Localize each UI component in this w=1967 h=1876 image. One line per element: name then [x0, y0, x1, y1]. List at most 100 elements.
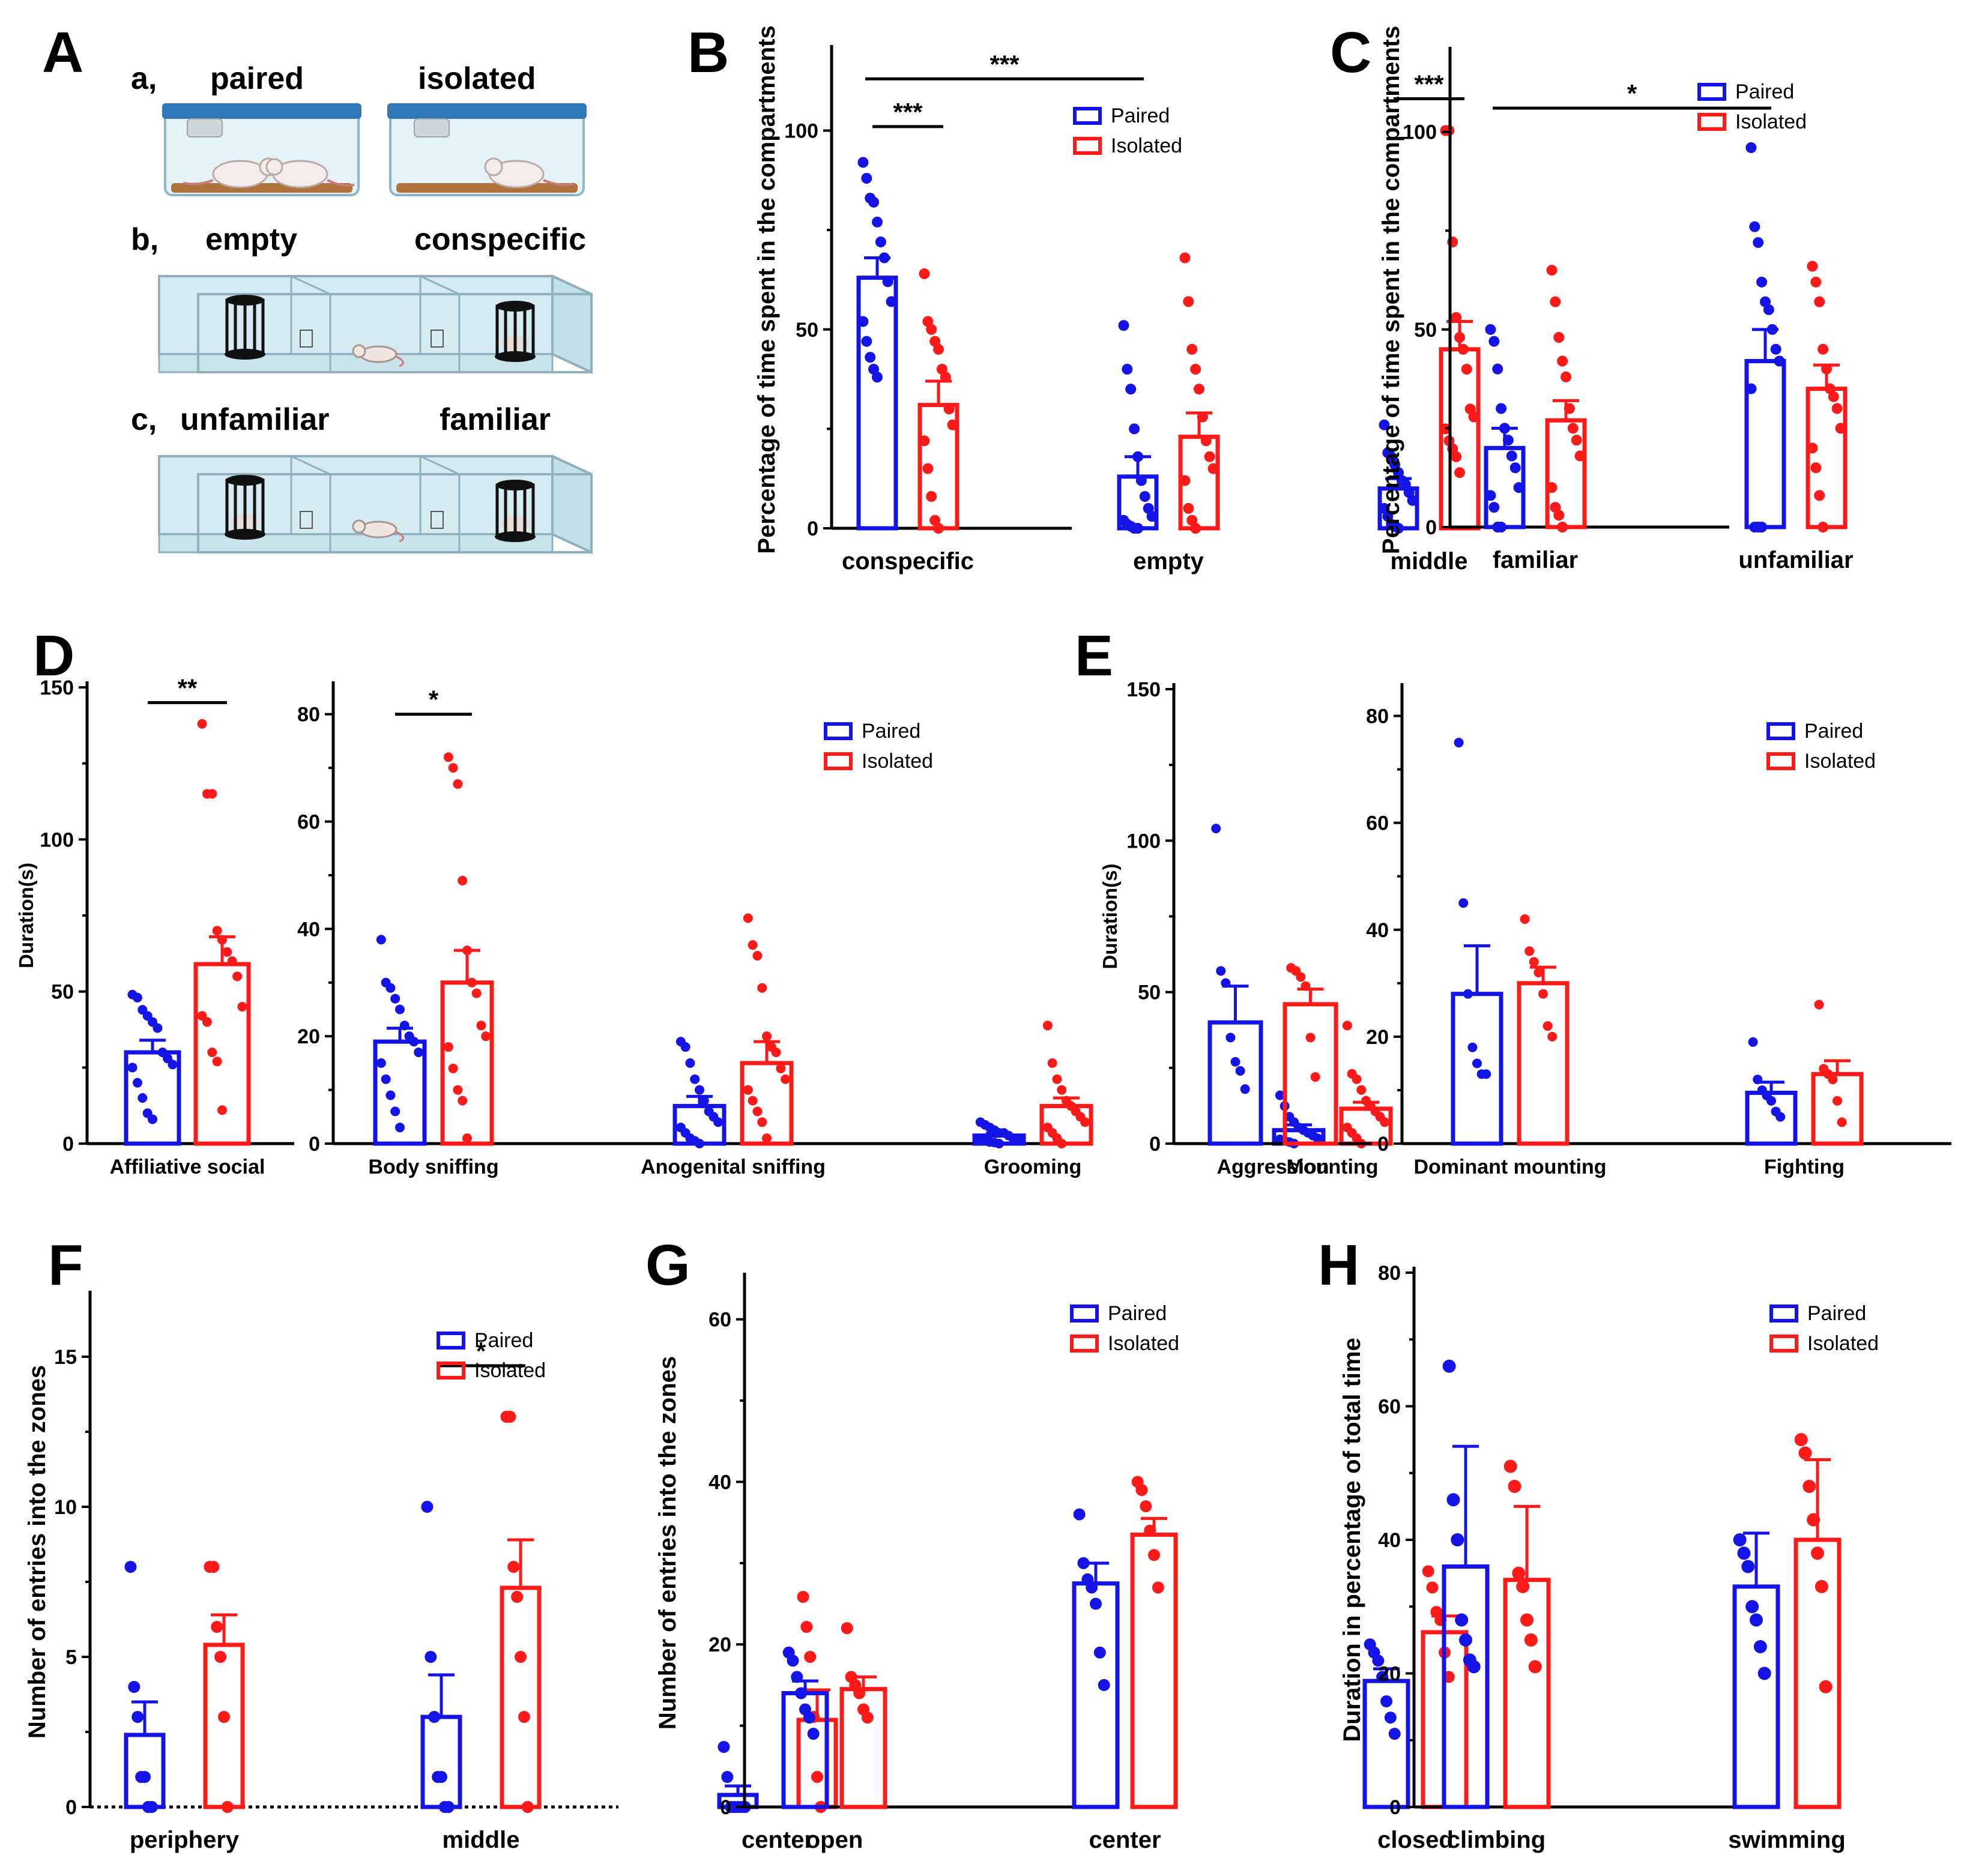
data-point-isolated [1451, 312, 1462, 323]
data-point-paired [1774, 355, 1785, 367]
row-a-tag: a, [131, 61, 157, 96]
legend-swatch-paired [1070, 1304, 1099, 1323]
y-tick-label: 60 [297, 811, 320, 834]
data-point-isolated [943, 403, 955, 415]
data-point-paired [685, 1058, 695, 1068]
y-tick-label: 60 [1378, 1396, 1401, 1419]
data-point-paired [1013, 1133, 1023, 1144]
data-point-isolated [1190, 364, 1201, 375]
legend-swatch-isolated [1766, 752, 1795, 770]
data-point-paired [395, 1004, 405, 1015]
data-point-paired [1753, 1075, 1763, 1085]
row-c-tag: c, [131, 402, 157, 437]
data-point-isolated [453, 1085, 463, 1095]
data-point-paired [1132, 451, 1143, 462]
data-point-paired [857, 157, 869, 168]
data-point-isolated [448, 1063, 458, 1073]
legend-swatch-isolated [824, 752, 853, 770]
category-label: middle [1391, 548, 1468, 575]
legend-swatch-paired [1769, 1304, 1798, 1323]
data-point-isolated [1819, 1680, 1833, 1694]
data-point-isolated [757, 983, 767, 993]
data-point-isolated [1828, 391, 1839, 402]
data-point-isolated [1512, 1566, 1526, 1580]
y-tick-label: 80 [297, 704, 320, 726]
familiar-wire-cage-c [495, 480, 536, 542]
data-point-paired [1086, 1581, 1098, 1594]
data-point-isolated [1144, 1524, 1156, 1537]
data-point-paired [791, 1671, 803, 1683]
data-point-paired [713, 1117, 724, 1127]
data-point-paired [1376, 1671, 1389, 1683]
data-point-isolated [1835, 423, 1846, 434]
data-point-paired [1745, 383, 1757, 394]
cage-isolated [387, 103, 587, 196]
data-point-paired [1488, 336, 1500, 347]
data-point-paired [1135, 475, 1147, 486]
data-point-paired [1750, 1613, 1763, 1627]
category-label: conspecific [842, 548, 974, 575]
data-point-paired [1513, 482, 1524, 493]
category-label: middle [443, 1827, 520, 1853]
data-point-isolated [1190, 523, 1201, 534]
data-point-paired [395, 1123, 405, 1133]
data-point-isolated [841, 1622, 853, 1635]
y-tick-label: 5 [65, 1646, 77, 1669]
data-point-paired [1230, 1057, 1240, 1067]
data-point-paired [1451, 1533, 1464, 1546]
y-tick-label: 100 [784, 120, 818, 143]
category-label: Mounting [1287, 1156, 1379, 1178]
data-point-isolated [1454, 467, 1465, 478]
data-point-isolated [1461, 364, 1472, 375]
data-point-paired [385, 983, 396, 993]
data-point-isolated [1080, 1117, 1090, 1127]
y-tick-label: 40 [1366, 919, 1389, 942]
data-point-isolated [1807, 261, 1818, 272]
data-point-paired [1499, 423, 1510, 434]
legend-label-isolated: Isolated [1108, 1332, 1179, 1355]
data-point-paired [695, 1139, 704, 1148]
data-point-isolated [458, 1096, 468, 1106]
data-point-paired [435, 1771, 447, 1783]
data-point-isolated [1837, 1117, 1847, 1127]
data-point-isolated [515, 1651, 527, 1663]
legend-swatch-paired [824, 722, 853, 740]
category-label: empty [1133, 548, 1204, 575]
data-point-isolated [448, 763, 458, 773]
data-point-isolated [1296, 972, 1306, 982]
bar-paired [856, 276, 898, 531]
chart-d-affiliative: D 0 50 100 150 Duration(s) Affiliative social *… [15, 624, 294, 1178]
data-point-isolated [207, 1048, 217, 1057]
data-point-paired [153, 1023, 163, 1033]
data-point-paired [1118, 320, 1129, 331]
data-point-paired [1372, 1654, 1385, 1667]
data-point-isolated [458, 875, 468, 885]
data-point-isolated [922, 463, 934, 474]
legend-swatch-isolated [1073, 137, 1102, 155]
data-point-isolated [743, 913, 753, 923]
data-point-paired [1313, 1133, 1323, 1144]
data-point-paired [1496, 403, 1507, 414]
three-chamber-box-c [158, 454, 593, 555]
data-point-isolated [462, 1133, 472, 1144]
data-point-isolated [1042, 1021, 1053, 1031]
category-label: Anogenital sniffing [641, 1156, 826, 1178]
data-point-isolated [1553, 332, 1565, 343]
data-point-isolated [1179, 252, 1191, 264]
bar-isolated [440, 980, 494, 1146]
legend-label-isolated: Isolated [1804, 750, 1876, 773]
data-point-isolated [217, 935, 227, 945]
data-point-isolated [919, 435, 930, 447]
data-point-paired [1380, 1695, 1392, 1707]
row-a-left-label: paired [210, 61, 304, 96]
data-point-isolated [217, 1105, 227, 1115]
panel-label-f: F [48, 1233, 83, 1297]
data-point-isolated [1380, 1117, 1390, 1127]
data-point-isolated [933, 523, 944, 534]
data-point-isolated [237, 1002, 247, 1012]
data-point-paired [994, 1139, 1004, 1148]
data-point-isolated [776, 1063, 786, 1073]
y-axis-label: Percentage of time spent in the compartm… [754, 25, 780, 553]
y-tick-label: 0 [65, 1796, 77, 1819]
